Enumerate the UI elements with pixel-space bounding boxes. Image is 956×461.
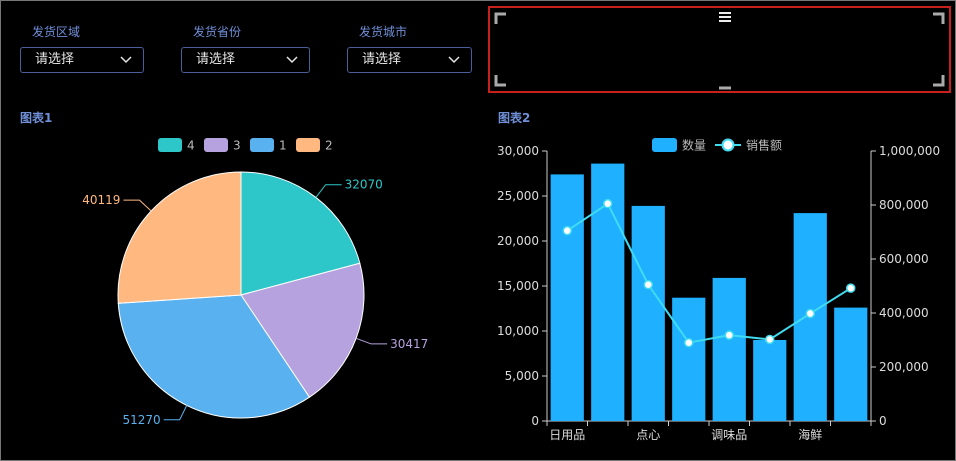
bar[interactable] <box>834 307 868 421</box>
x-tick-label: 海鲜 <box>798 427 822 442</box>
chevron-down-icon <box>286 56 298 64</box>
pie-legend-label: 2 <box>325 139 333 153</box>
y-tick-label-left: 10,000 <box>497 324 539 338</box>
legend-swatch-bar <box>652 138 677 152</box>
pie-slice[interactable] <box>117 171 242 304</box>
corner-handle-top-left[interactable] <box>494 12 506 24</box>
pie-slice-label: 40119 <box>82 193 120 207</box>
pie-legend-swatch <box>250 138 274 152</box>
pie-slice-label: 30417 <box>390 337 428 351</box>
y-tick-label-right: 1,000,000 <box>879 144 940 158</box>
line-point[interactable] <box>765 334 775 345</box>
y-tick-label-left: 20,000 <box>497 234 539 248</box>
corner-handle-top-right[interactable] <box>933 12 945 24</box>
x-tick-label: 日用品 <box>549 428 585 442</box>
pie-legend-label: 4 <box>187 139 195 153</box>
bar[interactable] <box>712 277 746 421</box>
chevron-down-icon <box>448 56 460 64</box>
pie-label-line <box>123 199 152 212</box>
pie-legend-label: 3 <box>233 139 241 153</box>
legend-label: 数量 <box>682 138 706 153</box>
chart1-title: 图表1 <box>20 111 53 125</box>
region-select-value: 请选择 <box>35 52 75 67</box>
y-tick-label-left: 15,000 <box>497 279 539 293</box>
pie-label-line <box>315 184 342 198</box>
pie-slice-label: 32070 <box>345 178 383 192</box>
y-tick-label-right: 200,000 <box>879 360 929 374</box>
x-tick-label: 点心 <box>636 428 660 442</box>
pie-legend-swatch <box>204 138 228 152</box>
pie-legend-label: 1 <box>279 139 287 153</box>
chart2-title: 图表2 <box>498 111 531 125</box>
bar[interactable] <box>672 297 706 421</box>
y-tick-label-right: 600,000 <box>879 252 929 266</box>
pie-legend-item[interactable]: 4 <box>158 138 195 153</box>
y-tick-label-right: 800,000 <box>879 198 929 212</box>
province-select-value: 请选择 <box>196 52 236 67</box>
legend-swatch-marker <box>721 138 735 152</box>
sales-line <box>566 202 852 344</box>
y-tick-label-left: 25,000 <box>497 189 539 203</box>
province-select[interactable]: 请选择 <box>181 47 310 73</box>
selection-frame[interactable] <box>488 6 951 93</box>
x-tick-label: 调味品 <box>711 428 747 442</box>
resize-handles <box>494 12 945 90</box>
legend-item-sales[interactable]: 销售额 <box>715 138 782 153</box>
bar[interactable] <box>753 340 787 421</box>
filter-region-label: 发货区域 <box>32 25 81 39</box>
line-point[interactable] <box>805 308 815 319</box>
pie-label-line <box>355 337 388 345</box>
y-tick-label-left: 30,000 <box>497 144 539 158</box>
pie-slice[interactable] <box>240 171 361 296</box>
y-tick-label-right: 400,000 <box>879 306 929 320</box>
line-point[interactable] <box>846 283 856 293</box>
pie-label-line <box>163 405 188 421</box>
filter-city-label: 发货城市 <box>359 25 408 39</box>
bar[interactable] <box>631 205 665 421</box>
line-point[interactable] <box>562 225 572 236</box>
city-select-value: 请选择 <box>362 52 402 67</box>
line-point[interactable] <box>684 337 694 348</box>
pie-legend-swatch <box>158 138 182 152</box>
legend-label: 销售额 <box>746 138 782 153</box>
pie-slice[interactable] <box>240 262 365 398</box>
bar[interactable] <box>550 174 584 421</box>
pie-chart: 4 3 1 2 32070 30417 51270 40119 <box>82 138 428 427</box>
y-tick-label-left: 5,000 <box>505 369 539 383</box>
bar-line-chart: 数量 销售额 0 5,000 10,000 15,000 20,000 25,000 30,00… <box>497 138 940 443</box>
pie-slice-label: 51270 <box>123 413 161 427</box>
legend-item-quantity[interactable]: 数量 <box>652 138 706 153</box>
filter-province-label: 发货省份 <box>193 25 242 39</box>
pie-legend-swatch <box>296 138 320 152</box>
corner-handle-bottom-left[interactable] <box>494 75 506 87</box>
pie-legend-item[interactable]: 1 <box>250 138 287 153</box>
pie-legend-item[interactable]: 2 <box>296 138 333 153</box>
line-point[interactable] <box>643 279 653 290</box>
pie-legend-item[interactable]: 3 <box>204 138 241 153</box>
y-tick-label-right: 0 <box>879 414 887 428</box>
line-point[interactable] <box>603 198 613 209</box>
drag-handle-icon[interactable] <box>719 12 731 22</box>
line-point[interactable] <box>724 330 734 340</box>
city-select[interactable]: 请选择 <box>347 47 472 73</box>
y-tick-label-left: 0 <box>531 414 539 428</box>
corner-handle-bottom-right[interactable] <box>933 75 945 87</box>
chevron-down-icon <box>120 56 132 64</box>
region-select[interactable]: 请选择 <box>20 47 144 73</box>
